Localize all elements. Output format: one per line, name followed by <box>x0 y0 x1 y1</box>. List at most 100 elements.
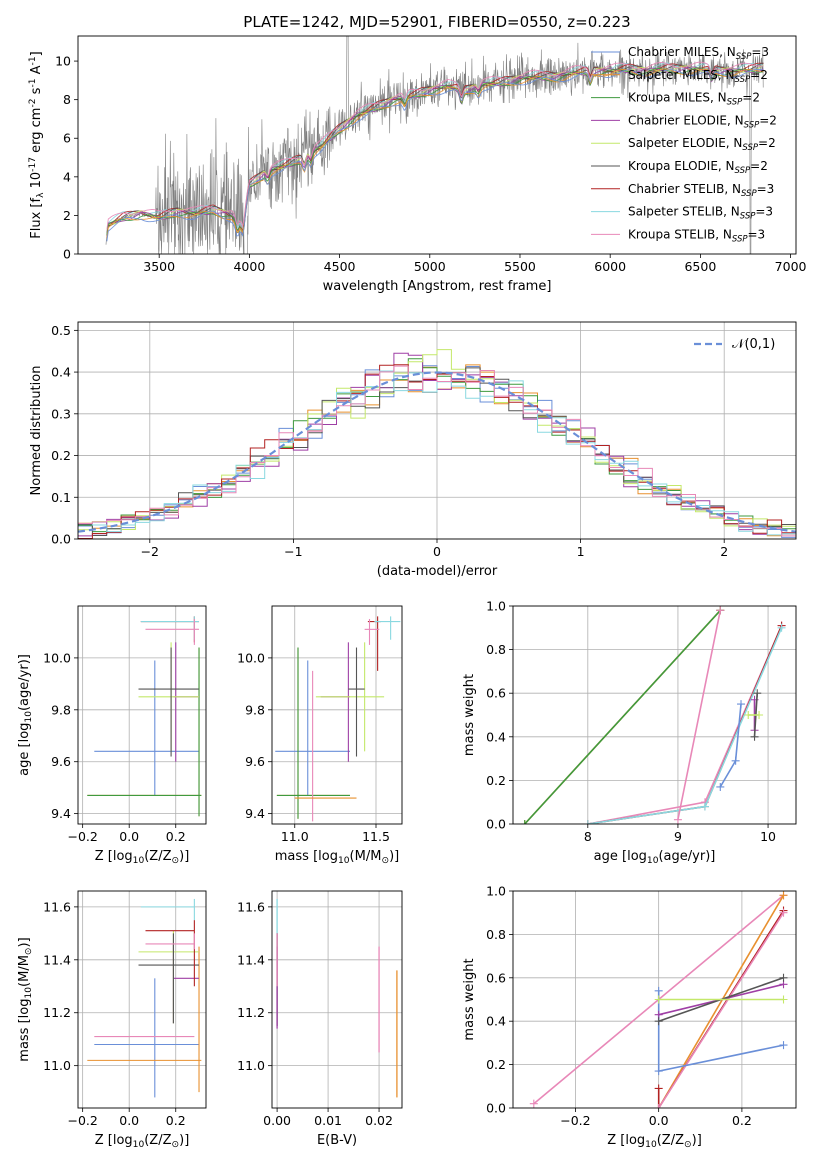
legend-sub: SSP <box>742 143 758 153</box>
axes-frame <box>271 890 403 1109</box>
y-tick-label: 11.6 <box>237 899 265 914</box>
data-point <box>779 908 788 917</box>
legend-label: Kroupa MILES, NSSP=2 <box>628 91 760 108</box>
x-tick-label: 2 <box>720 544 728 559</box>
x-axis-label: wavelength [Angstrom, rest frame] <box>323 279 552 294</box>
legend-sub: SSP <box>732 234 748 244</box>
legend-text: =2 <box>759 113 777 127</box>
text-part: 10 <box>645 1140 657 1150</box>
x-tick-label: 7000 <box>775 259 807 274</box>
plot-area <box>78 891 206 1108</box>
y-axis-label: Normed distribution <box>29 366 44 496</box>
data-point <box>731 756 740 765</box>
data-point <box>654 1017 663 1026</box>
axes-frame <box>77 890 207 1109</box>
legend-label: Salpeter ELODIE, NSSP=2 <box>628 136 776 153</box>
text-part: wavelength [Angstrom, rest frame] <box>323 279 552 294</box>
x-tick-label: −0.2 <box>67 1113 97 1128</box>
y-tick-label: 11.6 <box>43 899 71 914</box>
x-axis-label: age [log10(age/yr)] <box>594 849 716 866</box>
data-point <box>520 820 529 824</box>
data-point <box>673 815 682 824</box>
data-point <box>777 623 786 632</box>
plot-area <box>78 322 796 539</box>
legend-label: Chabrier STELIB, NSSP=3 <box>628 182 774 199</box>
y-tick-label: 1.0 <box>486 599 506 614</box>
text-part: 10 <box>647 856 659 866</box>
legend-label: Salpeter MILES, NSSP=2 <box>628 68 768 85</box>
text-part: -1 <box>28 56 38 65</box>
text-part: 10 <box>133 1140 145 1150</box>
x-tick-label: 1 <box>577 544 585 559</box>
data-point <box>737 700 746 709</box>
text-part: Flux [f <box>29 198 44 239</box>
y-tick-label: 11.4 <box>237 952 265 967</box>
legend-label: Salpeter STELIB, NSSP=3 <box>628 205 773 222</box>
weight-line-2 <box>524 609 721 824</box>
x-tick-label: 8 <box>584 829 592 844</box>
text-part: 10 <box>29 172 44 193</box>
axes-spectrum: 3500 4000 4500 5000 5500 6000 6500 7000 0 2 4 6 8 10 w… <box>28 35 807 294</box>
legend-text: Salpeter STELIB, N <box>628 205 740 219</box>
text-part: erg cm <box>29 108 44 157</box>
data-point <box>779 1041 788 1050</box>
legend-text: =3 <box>757 182 775 196</box>
y-tick-label: 11.0 <box>237 1058 265 1073</box>
x-tick-label: −1 <box>284 544 302 559</box>
y-tick-label: 0.2 <box>486 773 506 788</box>
y-tick-label: 6 <box>63 131 71 146</box>
text-part: ⊙ <box>24 947 34 955</box>
x-axis-label: (data-model)/error <box>377 564 498 579</box>
text-part: (M/M <box>17 955 32 987</box>
text-part: )] <box>692 1133 702 1148</box>
legend-text: =2 <box>758 136 776 150</box>
axes-frame <box>77 321 797 540</box>
y-tick-label: 0.6 <box>486 686 506 701</box>
observed-spectrum <box>105 36 764 254</box>
plot-area <box>513 891 796 1108</box>
axes-frame <box>77 35 797 255</box>
y-tick-label: 4 <box>63 169 71 184</box>
x-tick-label: 0.0 <box>119 1113 139 1128</box>
text-part: ⊙ <box>381 856 389 866</box>
y-tick-label: 0.0 <box>51 532 71 547</box>
data-point <box>753 689 762 698</box>
x-tick-label: 0.0 <box>649 1113 669 1128</box>
y-tick-label: 0.2 <box>486 1057 506 1072</box>
text-part: mass [log <box>17 999 32 1062</box>
legend-text: Chabrier STELIB, N <box>628 182 741 196</box>
legend-text: =2 <box>750 159 768 173</box>
legend-text: =3 <box>751 45 769 59</box>
y-tick-label: 0.1 <box>51 490 71 505</box>
x-tick-label: 4000 <box>233 259 265 274</box>
x-tick-label: 0.01 <box>314 1113 342 1128</box>
text-part: (Z/Z <box>657 1133 684 1148</box>
data-point <box>700 802 709 811</box>
x-tick-label: 11.5 <box>362 829 390 844</box>
x-tick-label: 0.00 <box>263 1113 291 1128</box>
y-axis-label: Flux [fλ 10-17 erg cm-2 s-1 A-1] <box>28 51 46 238</box>
text-part: s <box>29 87 44 98</box>
histogram-8 <box>78 365 796 537</box>
y-tick-label: 11.2 <box>237 1005 265 1020</box>
y-tick-label: 9.6 <box>51 754 71 769</box>
text-part: A <box>29 65 44 78</box>
axes-frame <box>77 605 207 825</box>
y-tick-label: 10.0 <box>237 650 265 665</box>
text-part: mass weight <box>462 674 477 756</box>
plot-area <box>272 606 402 824</box>
x-axis-label: mass [log10(M/M⊙)] <box>275 849 399 866</box>
y-tick-label: 10.0 <box>43 650 71 665</box>
y-tick-label: 0.4 <box>51 365 71 380</box>
data-point <box>654 986 663 995</box>
text-part: age [log <box>594 849 647 864</box>
x-tick-label: 4500 <box>324 259 356 274</box>
x-tick-label: 0.02 <box>365 1113 393 1128</box>
legend-sub: SSP <box>744 120 760 130</box>
y-tick-label: 11.0 <box>43 1058 71 1073</box>
x-tick-label: 6000 <box>594 259 626 274</box>
text-part: age [log <box>17 723 32 776</box>
